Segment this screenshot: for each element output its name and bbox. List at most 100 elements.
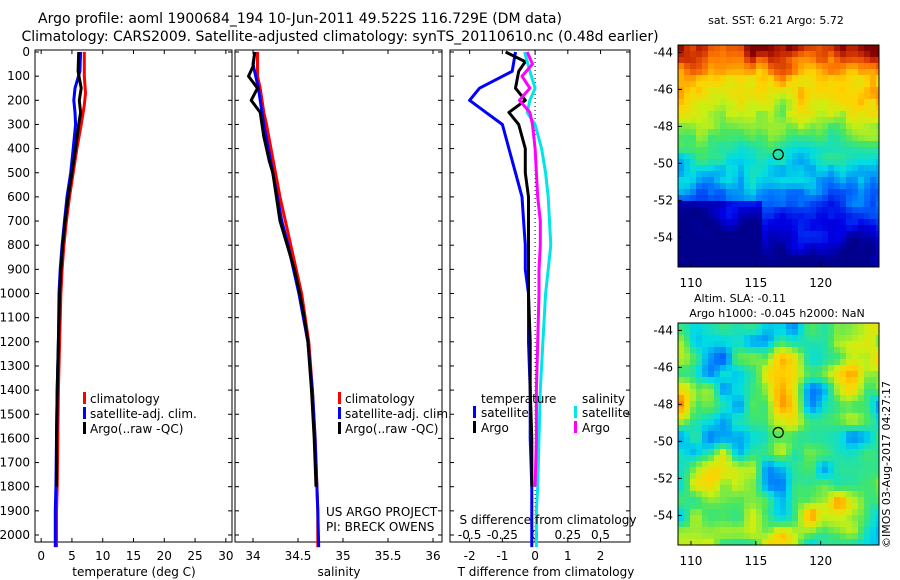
map-cell — [720, 75, 726, 81]
map-cell — [798, 395, 804, 401]
map-cell — [834, 153, 840, 159]
map-cell — [702, 147, 708, 153]
map-cell — [846, 255, 852, 261]
map-cell — [726, 255, 732, 261]
map-cell — [714, 123, 720, 129]
map-cell — [690, 503, 696, 509]
map-cell — [840, 111, 846, 117]
map-cell — [690, 515, 696, 521]
map-cell — [738, 219, 744, 225]
map-cell — [732, 455, 738, 461]
map-cell — [684, 105, 690, 111]
map-cell — [792, 123, 798, 129]
map-cell — [684, 99, 690, 105]
map-cell — [822, 93, 828, 99]
map-cell — [864, 413, 870, 419]
map-cell — [822, 371, 828, 377]
legend-swatch-sal-argo — [574, 421, 577, 433]
map-cell — [690, 45, 696, 51]
map-cell — [804, 207, 810, 213]
map-cell — [684, 165, 690, 171]
map-cell — [780, 69, 786, 75]
map-cell — [798, 165, 804, 171]
map-cell — [762, 449, 768, 455]
map-cell — [756, 359, 762, 365]
map-cell — [852, 323, 858, 329]
map-cell — [780, 359, 786, 365]
map-cell — [720, 105, 726, 111]
map-cell — [756, 497, 762, 503]
map-cell — [822, 323, 828, 329]
map-cell — [828, 533, 834, 539]
map-cell — [786, 407, 792, 413]
map-cell — [876, 455, 879, 461]
map-cell — [738, 401, 744, 407]
map-cell — [732, 389, 738, 395]
x-tick-label: 34.5 — [285, 549, 312, 563]
map-cell — [852, 69, 858, 75]
map-cell — [870, 129, 876, 135]
map-cell — [744, 473, 750, 479]
map-cell — [708, 413, 714, 419]
map-cell — [822, 249, 828, 255]
series-line-temperature-argo — [504, 50, 534, 487]
map-cell — [750, 177, 756, 183]
map-cell — [840, 51, 846, 57]
map-cell — [798, 219, 804, 225]
map-cell — [834, 51, 840, 57]
sla-map-title-line1: Altim. SLA: -0.11 — [694, 292, 786, 305]
map-cell — [834, 371, 840, 377]
map-cell — [762, 255, 768, 261]
map-cell — [756, 329, 762, 335]
map-cell — [678, 485, 684, 491]
map-cell — [798, 359, 804, 365]
map-cell — [858, 323, 864, 329]
map-cell — [870, 503, 876, 509]
map-cell — [876, 353, 879, 359]
map-cell — [804, 527, 810, 533]
map-cell — [726, 141, 732, 147]
map-cell — [822, 255, 828, 261]
map-cell — [708, 383, 714, 389]
map-cell — [798, 401, 804, 407]
map-cell — [834, 57, 840, 63]
map-cell — [870, 159, 876, 165]
map-cell — [852, 105, 858, 111]
map-cell — [798, 63, 804, 69]
map-cell — [726, 509, 732, 515]
map-cell — [684, 123, 690, 129]
map-cell — [792, 213, 798, 219]
legend-label-sal-argo: Argo — [582, 421, 610, 435]
sla-map-title-line2: Argo h1000: -0.045 h2000: NaN — [689, 307, 865, 320]
map-cell — [708, 51, 714, 57]
map-cell — [792, 231, 798, 237]
map-cell — [858, 383, 864, 389]
map-cell — [798, 347, 804, 353]
map-cell — [720, 231, 726, 237]
map-cell — [774, 255, 780, 261]
map-cell — [726, 195, 732, 201]
map-cell — [726, 383, 732, 389]
map-cell — [840, 347, 846, 353]
map-cell — [780, 515, 786, 521]
top-x-tick-label: -0.25 — [487, 528, 518, 542]
map-cell — [870, 377, 876, 383]
map-cell — [744, 183, 750, 189]
map-cell — [870, 437, 876, 443]
map-cell — [846, 93, 852, 99]
map-cell — [726, 455, 732, 461]
map-cell — [738, 177, 744, 183]
map-cell — [876, 159, 879, 165]
map-cell — [804, 413, 810, 419]
map-cell — [678, 377, 684, 383]
x-tick-label: 5 — [68, 549, 76, 563]
map-cell — [804, 183, 810, 189]
map-cell — [768, 341, 774, 347]
map-cell — [696, 347, 702, 353]
map-cell — [690, 443, 696, 449]
map-cell — [750, 371, 756, 377]
map-cell — [720, 249, 726, 255]
map-cell — [858, 407, 864, 413]
map-cell — [834, 183, 840, 189]
x-tick-label: 2 — [597, 549, 605, 563]
